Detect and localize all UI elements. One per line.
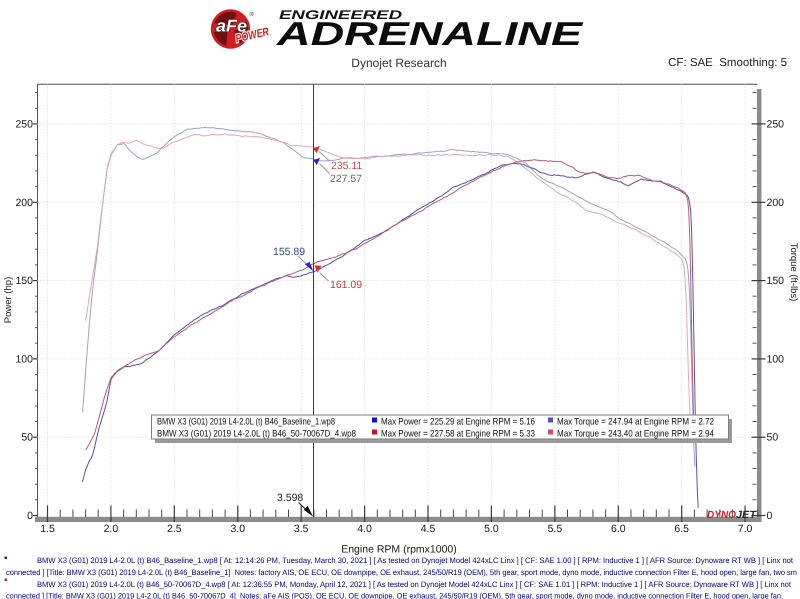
svg-text:7.0: 7.0: [738, 523, 753, 535]
svg-text:2.5: 2.5: [167, 523, 182, 535]
svg-text:6.5: 6.5: [674, 523, 689, 535]
svg-text:5.0: 5.0: [484, 523, 499, 535]
svg-text:3.598: 3.598: [277, 492, 303, 504]
svg-text:ADRENALINE: ADRENALINE: [276, 15, 584, 52]
svg-text:150: 150: [767, 275, 785, 287]
svg-text:150: 150: [15, 275, 33, 287]
svg-text:4.5: 4.5: [421, 523, 436, 535]
svg-text:2.0: 2.0: [104, 523, 119, 535]
svg-text:BMW X3 (G01) 2019 L4-2.0L (t): BMW X3 (G01) 2019 L4-2.0L (t) B46_Baseli…: [157, 416, 335, 427]
svg-text:JET: JET: [736, 509, 758, 521]
svg-text:0: 0: [27, 510, 33, 522]
svg-text:4.0: 4.0: [357, 523, 372, 535]
svg-text:aFe: aFe: [216, 17, 247, 36]
svg-text:200: 200: [767, 197, 785, 209]
svg-text:DYNO: DYNO: [707, 509, 736, 521]
svg-text:100: 100: [15, 353, 33, 365]
svg-text:ENGINEERED: ENGINEERED: [279, 8, 402, 22]
svg-text:Torque (ft-lbs): Torque (ft-lbs): [788, 243, 799, 302]
svg-text:Dynojet Research: Dynojet Research: [351, 56, 446, 70]
svg-text:5.5: 5.5: [548, 523, 563, 535]
svg-text:1.5: 1.5: [40, 523, 55, 535]
svg-text:161.09: 161.09: [330, 279, 362, 291]
svg-text:200: 200: [15, 197, 33, 209]
svg-text:Max Torque = 247.94 at Engine: Max Torque = 247.94 at Engine RPM = 2.72: [557, 416, 714, 427]
svg-text:0: 0: [767, 510, 773, 522]
svg-text:®: ®: [250, 11, 255, 18]
svg-text:BMW X3 (G01) 2019 L4-2.0L (t): BMW X3 (G01) 2019 L4-2.0L (t) B46_Baseli…: [37, 556, 794, 565]
svg-text:3.0: 3.0: [230, 523, 245, 535]
svg-text:BMW X3 (G01) 2019 L4-2.0L (t): BMW X3 (G01) 2019 L4-2.0L (t) B46_50-700…: [37, 580, 792, 589]
svg-text:Engine RPM (rpmx1000): Engine RPM (rpmx1000): [341, 544, 457, 556]
svg-text:100: 100: [767, 353, 785, 365]
svg-text:CF: SAE Smoothing: 5: CF: SAE Smoothing: 5: [668, 57, 787, 69]
svg-text:Power (hp): Power (hp): [3, 277, 14, 323]
svg-text:250: 250: [15, 118, 33, 130]
svg-text:227.57: 227.57: [330, 173, 362, 185]
svg-text:235.11: 235.11: [331, 160, 362, 172]
svg-text:50: 50: [21, 432, 33, 444]
svg-text:155.89: 155.89: [273, 246, 305, 258]
svg-text:BMW X3 (G01) 2019 L4-2.0L (t): BMW X3 (G01) 2019 L4-2.0L (t) B46_50-700…: [157, 428, 356, 439]
svg-text:connected ] [Title: BMW X3 (G0: connected ] [Title: BMW X3 (G01) 2019 L4…: [6, 568, 797, 577]
svg-text:Max Power = 227.58 at Engine R: Max Power = 227.58 at Engine RPM = 5.33: [381, 428, 535, 439]
svg-text:6.0: 6.0: [611, 523, 626, 535]
svg-text:3.5: 3.5: [294, 523, 309, 535]
svg-text:Max Power = 225.29 at Engine R: Max Power = 225.29 at Engine RPM = 5.16: [381, 416, 535, 427]
svg-text:connected ] [Title: BMW X3 (G0: connected ] [Title: BMW X3 (G01) 2019 L4…: [6, 592, 783, 599]
svg-text:250: 250: [767, 118, 785, 130]
svg-text:50: 50: [767, 432, 779, 444]
svg-text:Max Torque = 243.40 at Engine: Max Torque = 243.40 at Engine RPM = 2.94: [557, 428, 714, 439]
